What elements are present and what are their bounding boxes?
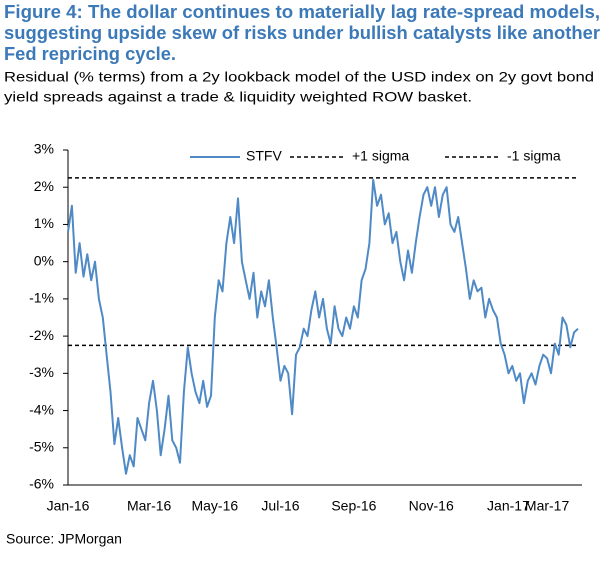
x-tick-label: Jan-16 xyxy=(47,498,90,514)
legend-label: STFV xyxy=(246,148,282,164)
y-tick-label: 0% xyxy=(34,252,54,268)
chart-title: suggesting upside skew of risks under bu… xyxy=(4,23,600,43)
y-tick-label: 1% xyxy=(34,215,54,231)
y-tick-label: 2% xyxy=(34,178,54,194)
y-tick-label: -2% xyxy=(29,327,54,343)
y-tick-label: -1% xyxy=(29,290,54,306)
y-tick-label: 3% xyxy=(34,141,54,157)
y-tick-label: -5% xyxy=(29,438,54,454)
chart-title: Figure 4: The dollar continues to materi… xyxy=(4,2,600,22)
y-tick-label: -4% xyxy=(29,401,54,417)
x-tick-label: Mar-17 xyxy=(525,498,570,514)
x-tick-label: Sep-16 xyxy=(331,498,376,514)
y-tick-label: -3% xyxy=(29,364,54,380)
x-tick-label: Jan-17 xyxy=(487,498,530,514)
legend-label: -1 sigma xyxy=(507,148,561,164)
chart-title: Fed repricing cycle. xyxy=(4,44,176,64)
data-line xyxy=(67,178,579,475)
chart-subtitle: Residual (% terms) from a 2y lookback mo… xyxy=(4,69,594,85)
source: Source: JPMorgan xyxy=(6,531,122,547)
x-tick-label: Mar-16 xyxy=(127,498,172,514)
y-tick-label: -6% xyxy=(29,476,54,492)
chart-subtitle: yield spreads against a trade & liquidit… xyxy=(4,89,472,105)
x-tick-label: Nov-16 xyxy=(409,498,454,514)
x-tick-label: May-16 xyxy=(191,498,238,514)
x-tick-label: Jul-16 xyxy=(261,498,299,514)
legend-label: +1 sigma xyxy=(352,148,409,164)
